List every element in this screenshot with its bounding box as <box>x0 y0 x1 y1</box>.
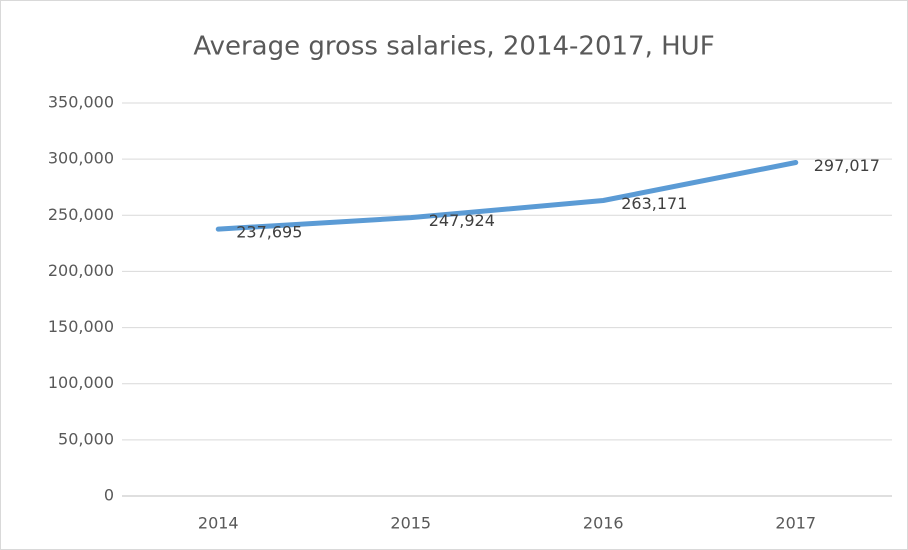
x-tick-label: 2014 <box>198 514 239 533</box>
series-line <box>215 159 799 232</box>
x-tick-label: 2016 <box>583 514 624 533</box>
data-label: 263,171 <box>621 194 687 213</box>
data-label: 247,924 <box>429 211 495 230</box>
y-tick-label: 200,000 <box>48 261 114 280</box>
x-tick-label: 2017 <box>775 514 816 533</box>
y-tick-label: 300,000 <box>48 149 114 168</box>
y-tick-label: 250,000 <box>48 205 114 224</box>
chart-title: Average gross salaries, 2014-2017, HUF <box>193 32 714 62</box>
data-label: 237,695 <box>236 223 302 242</box>
x-tick-label: 2015 <box>390 514 431 533</box>
y-tick-label: 150,000 <box>48 317 114 336</box>
data-label: 297,017 <box>814 156 880 175</box>
y-tick-label: 350,000 <box>48 93 114 112</box>
y-tick-label: 100,000 <box>48 373 114 392</box>
y-tick-label: 50,000 <box>58 429 114 448</box>
y-tick-label: 0 <box>104 486 114 505</box>
